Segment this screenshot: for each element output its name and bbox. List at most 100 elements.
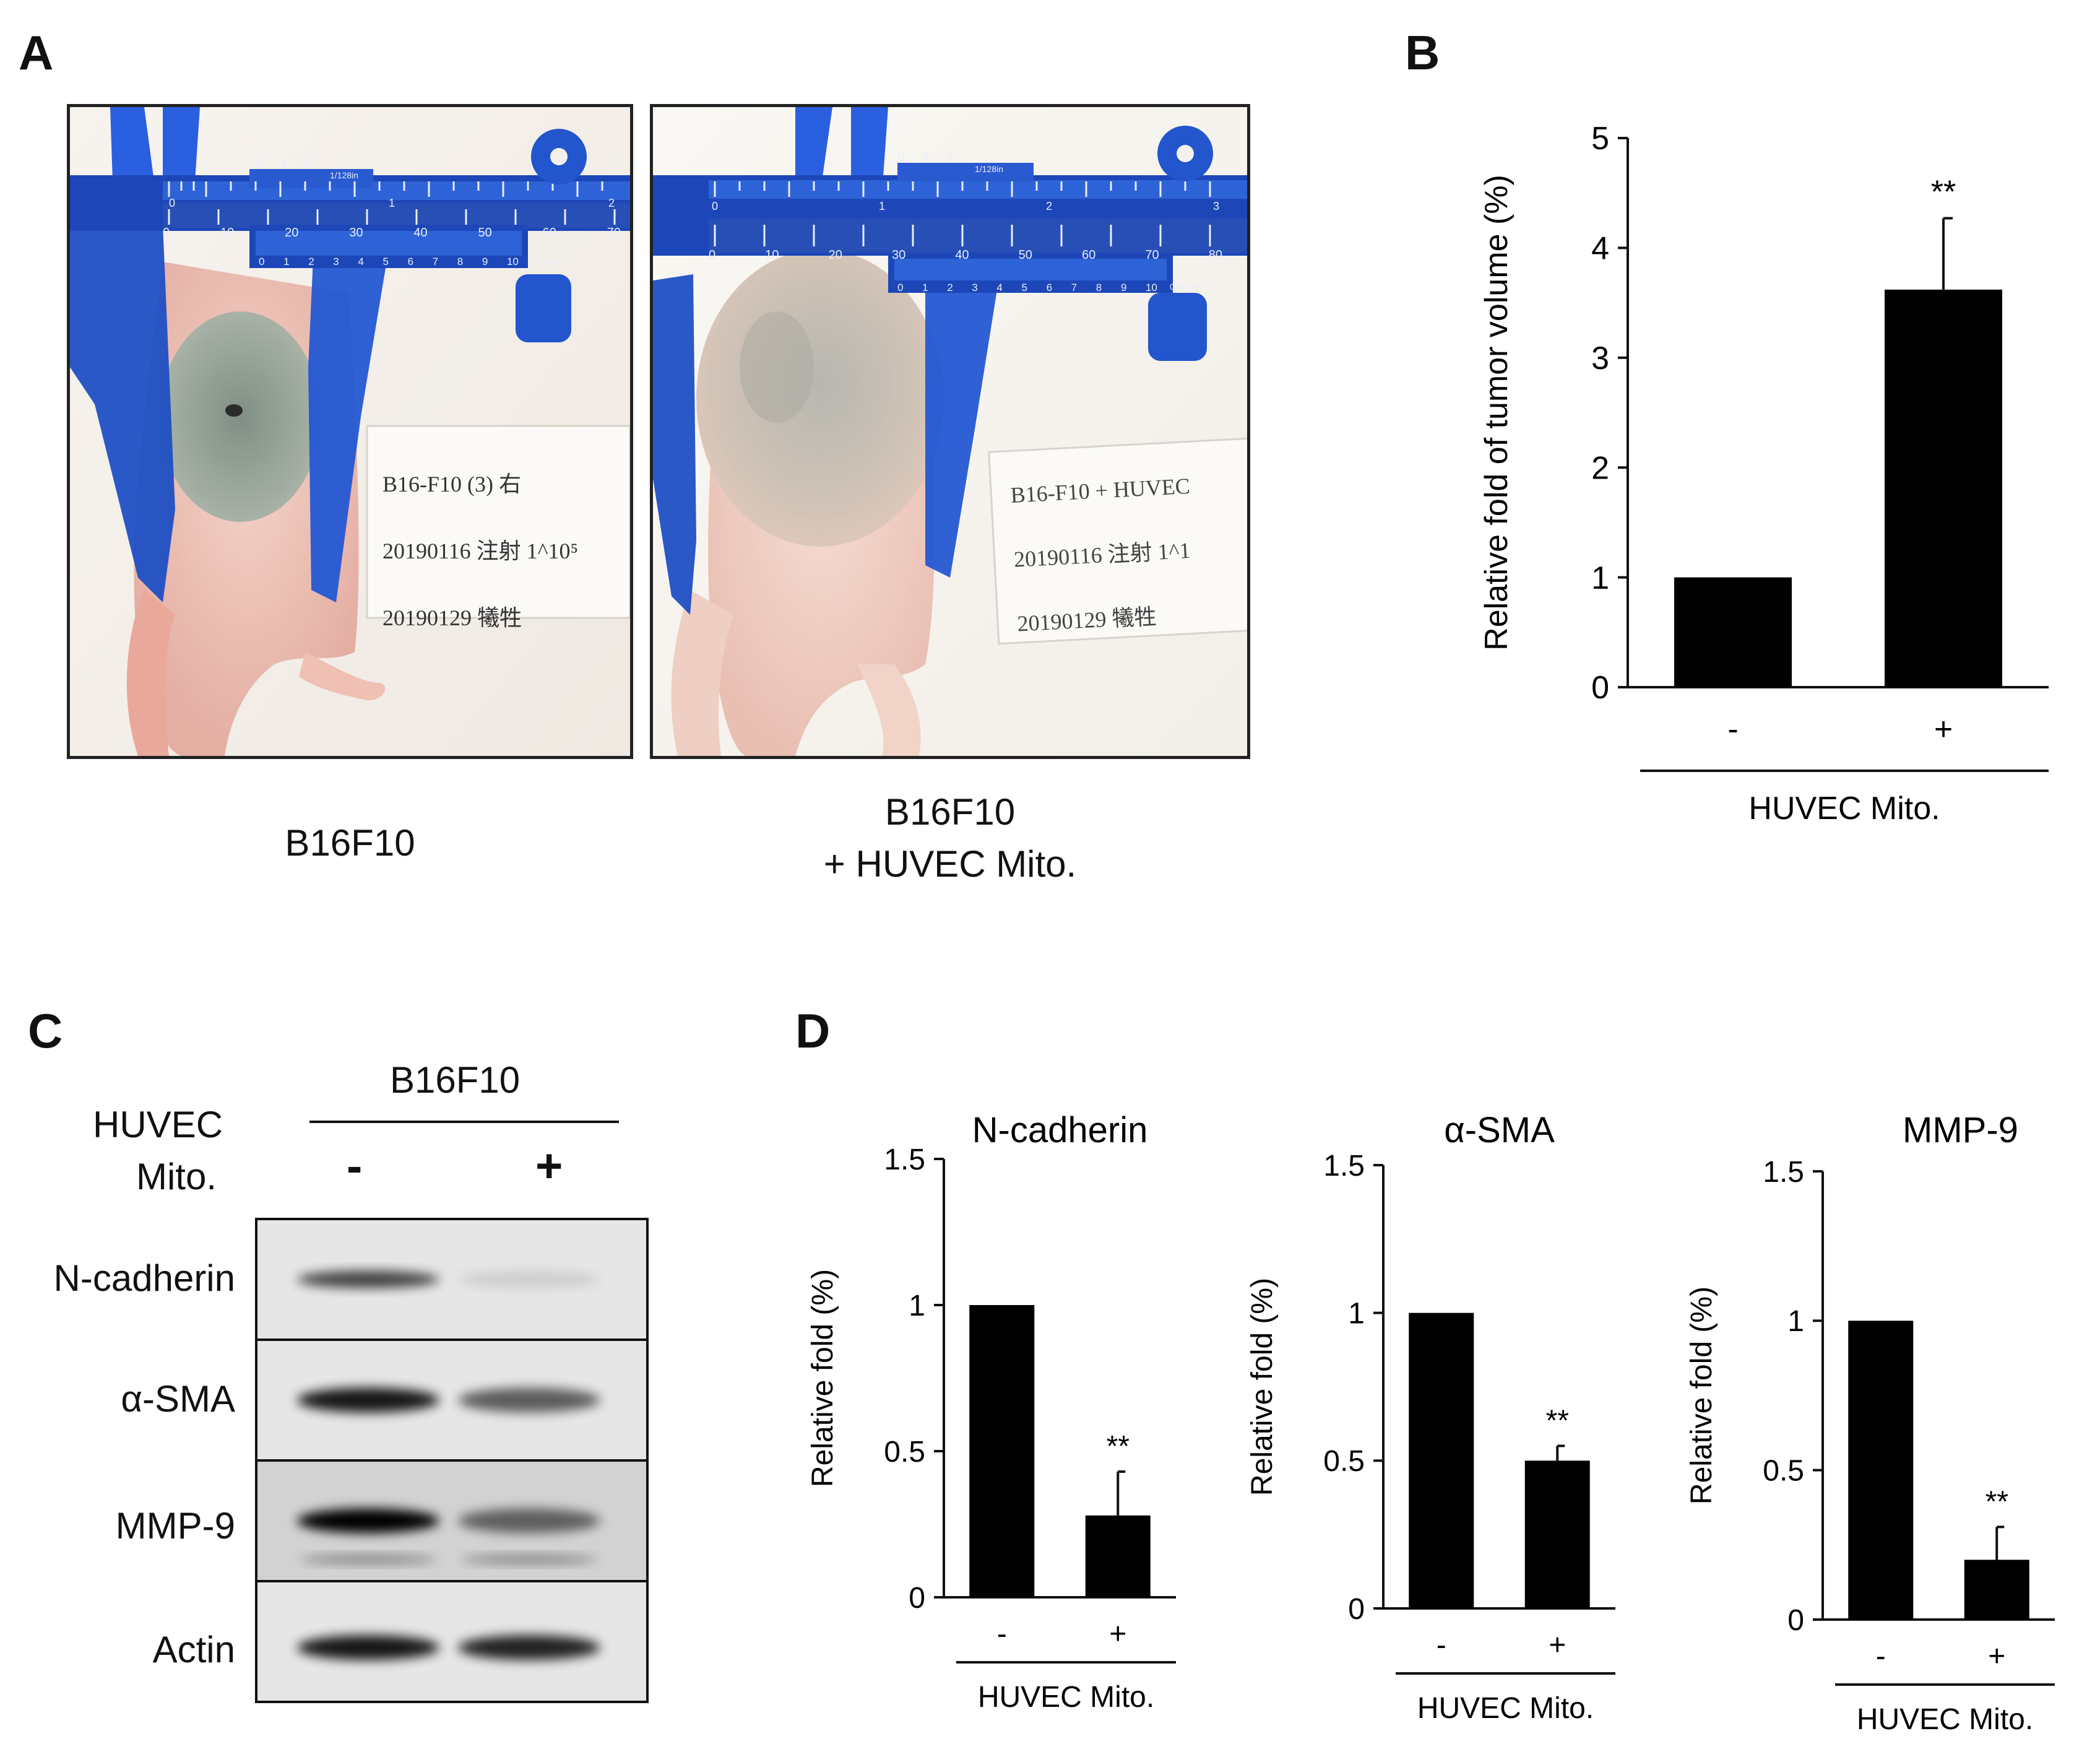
x-axis-label: HUVEC Mito.	[978, 1681, 1154, 1714]
blot-band	[297, 1270, 439, 1288]
caliper-2-top-ticks: 048	[897, 150, 970, 165]
caliper-2-vernier-mark: 2	[947, 282, 953, 293]
blot-lane-minus: -	[347, 1140, 363, 1192]
significance-marker: **	[1931, 175, 1956, 210]
n-cadherin-bar-chart: 0 0.5 1 1.5 - ** + HUVEC Mito. Relative fold (%)…	[806, 1110, 1176, 1714]
bar	[1848, 1321, 1914, 1620]
caliper-2-mm-mark: 10	[765, 248, 779, 262]
caliper-2-top-tick: 8	[946, 150, 970, 164]
mouse-photo-b16f10: 048 1/128in 0 1 2 0 10 20 30 40 50 60 70…	[67, 104, 633, 759]
caliper-1-mm-mark: 0	[163, 226, 170, 240]
chart-title: α-SMA	[1444, 1110, 1555, 1150]
y-tick-label: 2	[1591, 450, 1609, 486]
bar	[1885, 289, 2002, 687]
blot-band	[458, 1508, 600, 1534]
caliper-1-vernier-scale: 0 1 2 3 4 5 6 7 8 9 10	[259, 256, 519, 268]
blot-band	[297, 1508, 439, 1534]
caliper-1-vernier-mark: 1	[283, 256, 290, 267]
label-card-1-line: 20190116 注射 1^10⁵	[382, 539, 579, 563]
blot-group-divider	[309, 1121, 619, 1123]
caliper-2-top-tick: 4	[922, 150, 946, 164]
photo-caption-line: B16F10	[884, 791, 1016, 833]
caliper-2-vernier-unit: 0.05mm	[1170, 282, 1201, 292]
caliper-1-vernier-mark: 0	[259, 256, 265, 267]
bar	[1674, 577, 1792, 687]
mmp-9-bar-chart: 0 0.5 1 1.5 - ** + HUVEC Mito. Relative fold (%)…	[1685, 1110, 2055, 1736]
caliper-1-vernier-mark: 2	[308, 256, 314, 267]
photo-caption-line: + HUVEC Mito.	[823, 843, 1077, 885]
y-tick-label: 1	[1348, 1297, 1365, 1330]
caliper-2-vernier-mark: 9	[1120, 282, 1127, 293]
blot-band	[297, 1635, 439, 1660]
caliper-1-vernier-mark: 6	[407, 256, 414, 267]
caliper-1-top-ticks: 048	[256, 157, 328, 171]
x-axis-label: HUVEC Mito.	[1857, 1703, 2033, 1736]
caliper-1-mm-mark: 50	[478, 226, 492, 240]
caliper-1-vernier-mark: 5	[382, 256, 389, 267]
y-tick-label: 1	[909, 1290, 925, 1322]
bar	[1409, 1312, 1474, 1608]
caliper-2-vernier-mark: 1	[922, 282, 928, 293]
y-axis-label: Relative fold (%)	[806, 1269, 839, 1487]
caliper-2-mm-mark: 20	[828, 248, 842, 262]
blot-row-label-mmp-9: MMP-9	[115, 1505, 235, 1547]
caliper-1-inch-mark: 1	[388, 197, 395, 209]
caliper-1-inch-mark: 0	[169, 197, 176, 209]
photo-caption-line: B16F10	[285, 822, 415, 864]
blot-band-lower	[300, 1555, 436, 1564]
caliper-1-inch-scale: 0 1 2	[169, 197, 615, 210]
panel-a-letter: A	[19, 25, 54, 80]
y-tick-label: 0	[1591, 670, 1609, 706]
y-tick-label: 1	[1591, 560, 1609, 596]
label-card-1-line: 20190129 犧牲	[382, 605, 522, 630]
y-tick-label: 0.5	[884, 1436, 925, 1469]
label-card-2: B16-F10 + HUVEC 20190116 注射 1^1 20190129…	[1009, 454, 1198, 656]
label-card-1: B16-F10 (3) 右 20190116 注射 1^10⁵ 20190129…	[382, 451, 578, 651]
bar	[969, 1305, 1035, 1597]
label-card-1-line: B16-F10 (3) 右	[382, 472, 521, 497]
blot-band-lower	[461, 1555, 597, 1564]
caliper-1-mm-mark: 70	[607, 226, 621, 240]
y-tick-label: 1.5	[1763, 1156, 1804, 1189]
caliper-1-mm-mark: 30	[349, 226, 363, 240]
caliper-1-mm-scale: 0 10 20 30 40 50 60 70	[163, 226, 621, 240]
bar	[1524, 1460, 1590, 1608]
caliper-1-vernier-mark: 8	[457, 256, 464, 267]
caliper-2-top-tick: 0	[897, 150, 922, 164]
caliper-1-vernier-mark: 4	[358, 256, 364, 267]
caliper-2-vernier-mark: 10	[1145, 282, 1157, 293]
blot-row-label-n-cadherin: N-cadherin	[53, 1257, 235, 1299]
significance-marker: **	[1546, 1404, 1569, 1437]
caliper-2-top-unit: 1/128in	[975, 164, 1003, 174]
x-axis-label: HUVEC Mito.	[1748, 791, 1940, 826]
caliper-2-mm-mark: 40	[955, 248, 969, 262]
y-axis-label: Relative fold (%)	[1685, 1286, 1718, 1504]
y-axis-label: Relative fold of tumor volume (%)	[1479, 175, 1515, 651]
caliper-1-vernier-mark: 3	[333, 256, 339, 267]
caliper-2-mm-mark: 70	[1145, 248, 1159, 262]
x-category-label: -	[1727, 711, 1738, 747]
blot-band	[297, 1387, 439, 1413]
y-tick-label: 0	[1787, 1604, 1804, 1637]
caliper-2-inch-scale: 0 1 2 3	[712, 200, 1219, 213]
y-tick-label: 5	[1591, 121, 1609, 157]
panel-c-letter: C	[28, 1004, 63, 1058]
caliper-1-vernier-mark: 7	[432, 256, 439, 267]
caliper-1-vernier-mark: 10	[506, 256, 519, 267]
panel-d-letter: D	[795, 1004, 831, 1058]
significance-marker: **	[1107, 1430, 1130, 1463]
x-category-label: +	[1988, 1640, 2005, 1673]
caliper-2-mm-mark: 60	[1082, 248, 1096, 262]
photo-caption-b16f10: B16F10	[67, 817, 633, 869]
caliper-2-inch-mark: 0	[712, 200, 719, 212]
panel-b-letter: B	[1405, 25, 1440, 80]
x-category-label: +	[1549, 1629, 1566, 1662]
x-category-label: +	[1934, 711, 1953, 747]
caliper-1-inch-mark: 2	[608, 197, 615, 209]
caliper-2-inch-mark: 1	[878, 200, 885, 212]
chart-title: N-cadherin	[972, 1110, 1148, 1150]
caliper-2-mm-mark: 50	[1018, 248, 1032, 262]
y-tick-label: 4	[1591, 231, 1609, 267]
caliper-1-top-unit: 1/128in	[330, 170, 358, 180]
caliper-1-top-tick: 4	[280, 157, 305, 170]
